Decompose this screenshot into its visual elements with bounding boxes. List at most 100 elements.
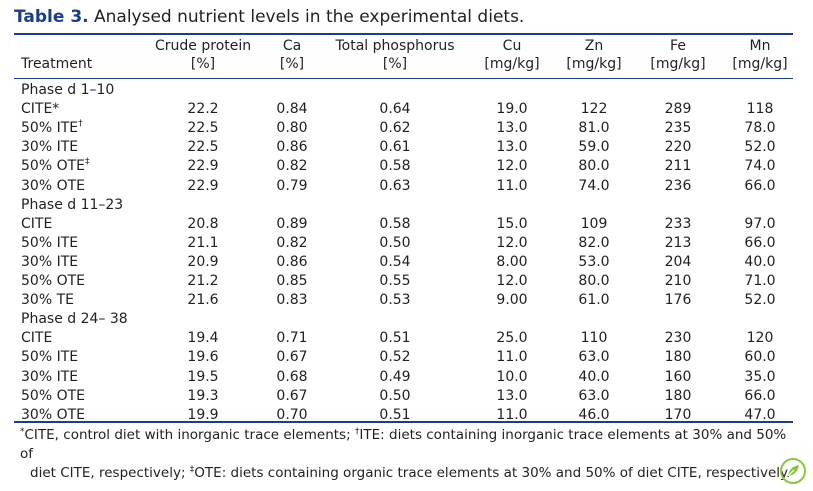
phase-row: Phase d 24– 38 <box>0 310 813 329</box>
treatment-label: 30% OTE <box>21 177 85 194</box>
cell-total-phosphorus: 0.51 <box>379 330 411 347</box>
treatment-label: 30% ITE <box>21 253 79 270</box>
cell-ca: 0.86 <box>276 253 308 270</box>
table-row: 30% ITE 20.9 0.86 0.54 8.00 53.0 204 40.0 <box>0 253 813 272</box>
treatment-label: 50% OTE <box>21 158 85 175</box>
cell-mn: 71.0 <box>744 273 776 289</box>
treatment-cell: 50% OTE <box>21 387 85 406</box>
cell-zn: 122 <box>580 101 608 118</box>
footnote-ite: ITE: diets containing inorganic trace el… <box>20 427 787 462</box>
treatment-label: 50% ITE <box>21 234 79 251</box>
cell-cu: 12.0 <box>496 158 528 175</box>
cell-mn: 66.0 <box>744 177 776 194</box>
header-cu: Cu [mg/kg] <box>484 38 540 72</box>
phase-label: Phase d 24– 38 <box>21 311 128 328</box>
cell-total-phosphorus: 0.49 <box>379 368 411 385</box>
table-row: 50% OTE 19.3 0.67 0.50 13.0 63.0 180 66.0 <box>0 387 813 406</box>
footnote-ite-continued: diet CITE, respectively; <box>30 465 190 481</box>
cell-mn: 97.0 <box>744 215 776 232</box>
publisher-leaf-logo-icon <box>780 458 806 484</box>
table-bottom-rule <box>14 421 793 423</box>
cell-total-phosphorus: 0.63 <box>379 177 411 194</box>
cell-cu: 10.0 <box>496 368 528 385</box>
treatment-cell: 30% ITE <box>21 138 78 157</box>
treatment-cell: CITE* <box>21 100 59 119</box>
treatment-cell: CITE <box>21 215 52 234</box>
cell-mn: 74.0 <box>744 158 776 175</box>
cell-mn: 66.0 <box>744 387 776 404</box>
table-row: 50% ITE 21.1 0.82 0.50 12.0 82.0 213 66.0 <box>0 234 813 253</box>
footnote-mark-dagger: † <box>354 427 360 437</box>
cell-mn: 52.0 <box>744 292 776 309</box>
cell-cu: 13.0 <box>496 120 528 137</box>
treatment-cell: 30% ITE <box>21 253 78 272</box>
cell-total-phosphorus: 0.52 <box>379 349 411 366</box>
cell-ca: 0.89 <box>276 215 308 232</box>
cell-ca: 0.80 <box>276 120 308 137</box>
table-row: 50% ITE† 22.5 0.80 0.62 13.0 81.0 235 78.0 <box>0 119 813 138</box>
cell-cu: 11.0 <box>496 406 528 423</box>
cell-crude-protein: 19.3 <box>187 387 219 404</box>
treatment-label: 30% ITE <box>21 139 79 156</box>
phase-row: Phase d 11–23 <box>0 196 813 215</box>
treatment-label: CITE <box>21 215 53 232</box>
cell-ca: 0.82 <box>276 234 308 251</box>
treatment-label: CITE* <box>21 101 60 118</box>
cell-total-phosphorus: 0.55 <box>379 273 411 289</box>
cell-ca: 0.79 <box>276 177 308 194</box>
treatment-label: 30% ITE <box>21 368 79 385</box>
table-row: 30% ITE 22.5 0.86 0.61 13.0 59.0 220 52.0 <box>0 138 813 157</box>
phase-row: Phase d 1–10 <box>0 81 813 100</box>
table-header-rule <box>14 78 793 79</box>
cell-mn: 40.0 <box>744 253 776 270</box>
cell-total-phosphorus: 0.51 <box>379 406 411 423</box>
cell-fe: 235 <box>664 120 692 137</box>
cell-crude-protein: 21.6 <box>187 292 219 309</box>
cell-crude-protein: 21.2 <box>187 273 219 289</box>
cell-ca: 0.70 <box>276 406 308 423</box>
cell-total-phosphorus: 0.62 <box>379 120 411 137</box>
cell-ca: 0.68 <box>276 368 308 385</box>
cell-zn: 74.0 <box>578 177 610 194</box>
cell-cu: 19.0 <box>496 101 528 118</box>
header-zn: Zn [mg/kg] <box>566 38 622 72</box>
treatment-cell: 50% OTE <box>21 272 85 291</box>
cell-crude-protein: 22.9 <box>187 158 219 175</box>
cell-total-phosphorus: 0.54 <box>379 253 411 270</box>
cell-crude-protein: 22.9 <box>187 177 219 194</box>
cell-zn: 63.0 <box>578 349 610 366</box>
table-caption-label: Table 3. <box>14 7 89 27</box>
treatment-label: 50% OTE <box>21 273 85 289</box>
cell-ca: 0.71 <box>276 330 308 347</box>
table-row: 30% TE 21.6 0.83 0.53 9.00 61.0 176 52.0 <box>0 291 813 310</box>
treatment-cell: 50% ITE <box>21 348 78 367</box>
footnote-cite: CITE, control diet with inorganic trace … <box>24 427 355 443</box>
phase-label: Phase d 11–23 <box>21 196 124 213</box>
cell-ca: 0.83 <box>276 292 308 309</box>
cell-fe: 180 <box>664 349 692 366</box>
table-row: CITE* 22.2 0.84 0.64 19.0 122 289 118 <box>0 100 813 119</box>
cell-fe: 230 <box>664 330 692 347</box>
cell-zn: 80.0 <box>578 158 610 175</box>
cell-crude-protein: 22.5 <box>187 120 219 137</box>
cell-cu: 25.0 <box>496 330 528 347</box>
treatment-label: 50% OTE <box>21 387 85 404</box>
treatment-cell: 30% TE <box>21 291 74 310</box>
cell-mn: 52.0 <box>744 139 776 156</box>
table-top-rule <box>14 33 793 35</box>
cell-cu: 12.0 <box>496 234 528 251</box>
cell-mn: 35.0 <box>744 368 776 385</box>
cell-ca: 0.82 <box>276 158 308 175</box>
cell-zn: 80.0 <box>578 273 610 289</box>
treatment-label: 30% OTE <box>21 406 85 423</box>
treatment-label: 50% ITE <box>21 349 79 366</box>
treatment-cell: 50% ITE <box>21 234 78 253</box>
cell-zn: 82.0 <box>578 234 610 251</box>
footnote-mark-double-dagger: ‡ <box>189 465 195 475</box>
cell-crude-protein: 20.9 <box>187 253 219 270</box>
cell-fe: 289 <box>664 101 692 118</box>
treatment-footnote-mark: † <box>78 119 83 130</box>
treatment-cell: 50% ITE† <box>21 119 83 138</box>
cell-fe: 160 <box>664 368 692 385</box>
cell-crude-protein: 21.1 <box>187 234 219 251</box>
